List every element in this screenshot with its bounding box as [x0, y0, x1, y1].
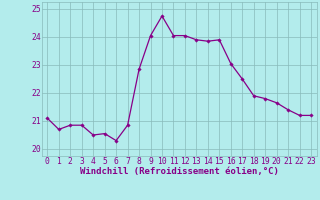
X-axis label: Windchill (Refroidissement éolien,°C): Windchill (Refroidissement éolien,°C) — [80, 167, 279, 176]
